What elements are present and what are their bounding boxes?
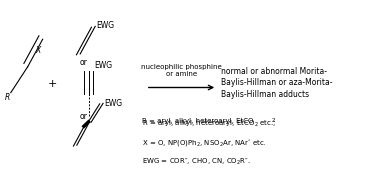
Text: or: or <box>80 112 88 121</box>
Text: EWG: EWG <box>104 99 122 107</box>
Text: EWG: EWG <box>94 61 113 71</box>
Text: or: or <box>80 58 88 67</box>
Text: R = aryl, alkyl, heteroaryl, EtCO: R = aryl, alkyl, heteroaryl, EtCO <box>142 118 254 124</box>
Text: X: X <box>35 46 40 55</box>
Text: R: R <box>5 93 10 102</box>
Text: X = O, NP(O)Ph$_2$, NSO$_2$Ar, NAr’ etc.: X = O, NP(O)Ph$_2$, NSO$_2$Ar, NAr’ etc. <box>142 137 266 148</box>
Text: +: + <box>47 79 57 89</box>
Text: EWG = COR″, CHO, CN, CO$_2$R″.: EWG = COR″, CHO, CN, CO$_2$R″. <box>142 156 251 167</box>
Text: 2: 2 <box>271 118 275 123</box>
Text: R = aryl, alkyl, heteroaryl, EtCO$_2$ etc.;: R = aryl, alkyl, heteroaryl, EtCO$_2$ et… <box>142 118 276 129</box>
Text: EWG: EWG <box>96 21 114 30</box>
Text: nucleophilic phosphine
or amine: nucleophilic phosphine or amine <box>141 64 222 77</box>
Text: normal or abnormal Morita-
Baylis-Hillman or aza-Morita-
Baylis-Hillman adducts: normal or abnormal Morita- Baylis-Hillma… <box>221 67 332 99</box>
